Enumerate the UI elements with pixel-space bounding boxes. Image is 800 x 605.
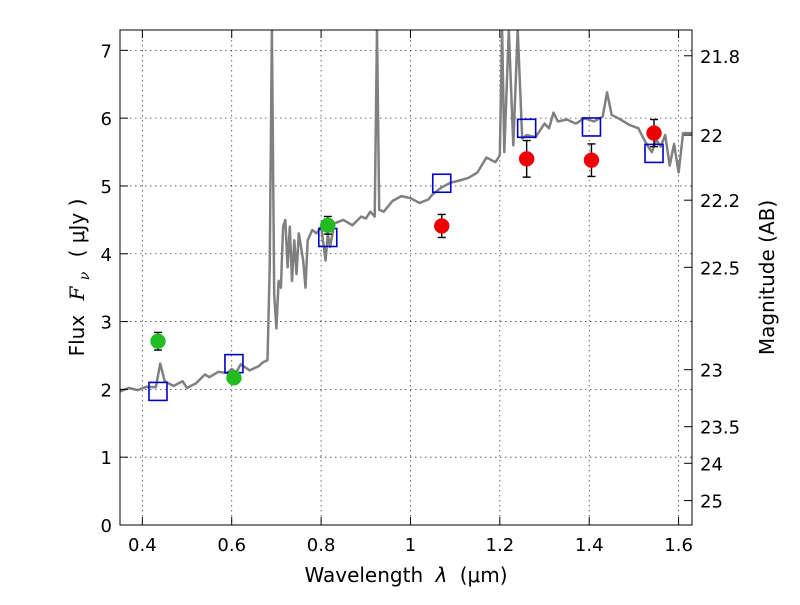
x-tick-label: 1 [405, 535, 416, 556]
x-tick-label: 0.8 [307, 535, 336, 556]
observed-flux-point [150, 333, 166, 349]
x-axis-title-symbol: λ [435, 563, 448, 587]
y-tick-label: 0 [101, 516, 112, 537]
model-photometry-square [431, 173, 452, 194]
y-axis-title-symbol-sub: ν [77, 271, 93, 280]
x-tick-label: 1.6 [664, 535, 693, 556]
x-tick-label: 0.6 [217, 535, 246, 556]
x-tick-label: 1.4 [575, 535, 604, 556]
x-axis-title-text: Wavelength [304, 563, 423, 587]
y-axis-title-text: Flux [65, 315, 89, 357]
y2-axis-title: Magnitude (AB) [755, 200, 779, 355]
y-tick-label: 3 [101, 313, 112, 334]
y-tick-label: 7 [101, 41, 112, 62]
observed-flux-point [320, 217, 336, 234]
y2-tick-label: 22 [700, 126, 723, 147]
model-spectrum-line [120, 30, 692, 393]
model-photometry-square [516, 118, 537, 139]
y-axis-title-unit: ( μJy ) [65, 199, 89, 258]
x-tick-label: 0.4 [128, 535, 157, 556]
model-photometry-square [148, 381, 168, 402]
y-tick-label: 5 [101, 177, 112, 198]
y2-tick-label: 25 [700, 492, 723, 513]
observed-flux-point [518, 151, 535, 167]
model-photometry-square [581, 117, 602, 137]
observed-flux-point [434, 218, 450, 234]
y2-tick-label: 22.5 [700, 258, 740, 279]
x-tick-label: 1.2 [486, 535, 515, 556]
observed-flux-point [583, 152, 600, 168]
y-axis-title-symbol: F [65, 285, 89, 301]
grid-layer [120, 30, 692, 526]
y2-tick-label: 22.2 [700, 191, 740, 212]
y-axis-title: Flux F ν ( μJy ) [65, 199, 94, 357]
observed-flux-point [646, 125, 662, 141]
plot-background [120, 30, 692, 525]
y2-tick-label: 21.8 [700, 47, 740, 68]
observed-flux-point [226, 370, 242, 386]
x-axis-title-unit: (μm) [460, 563, 508, 587]
data-layer [120, 30, 692, 402]
x-axis-title: Wavelength λ (μm) [304, 563, 507, 587]
y-tick-label: 6 [101, 109, 112, 130]
y2-tick-label: 24 [700, 454, 723, 475]
y2-tick-label: 23 [700, 361, 723, 382]
y-tick-label: 2 [101, 380, 112, 401]
y-tick-label: 1 [101, 448, 112, 469]
y-tick-label: 4 [101, 245, 112, 266]
y2-tick-label: 23.5 [700, 418, 740, 439]
plot-frame [119, 29, 693, 526]
